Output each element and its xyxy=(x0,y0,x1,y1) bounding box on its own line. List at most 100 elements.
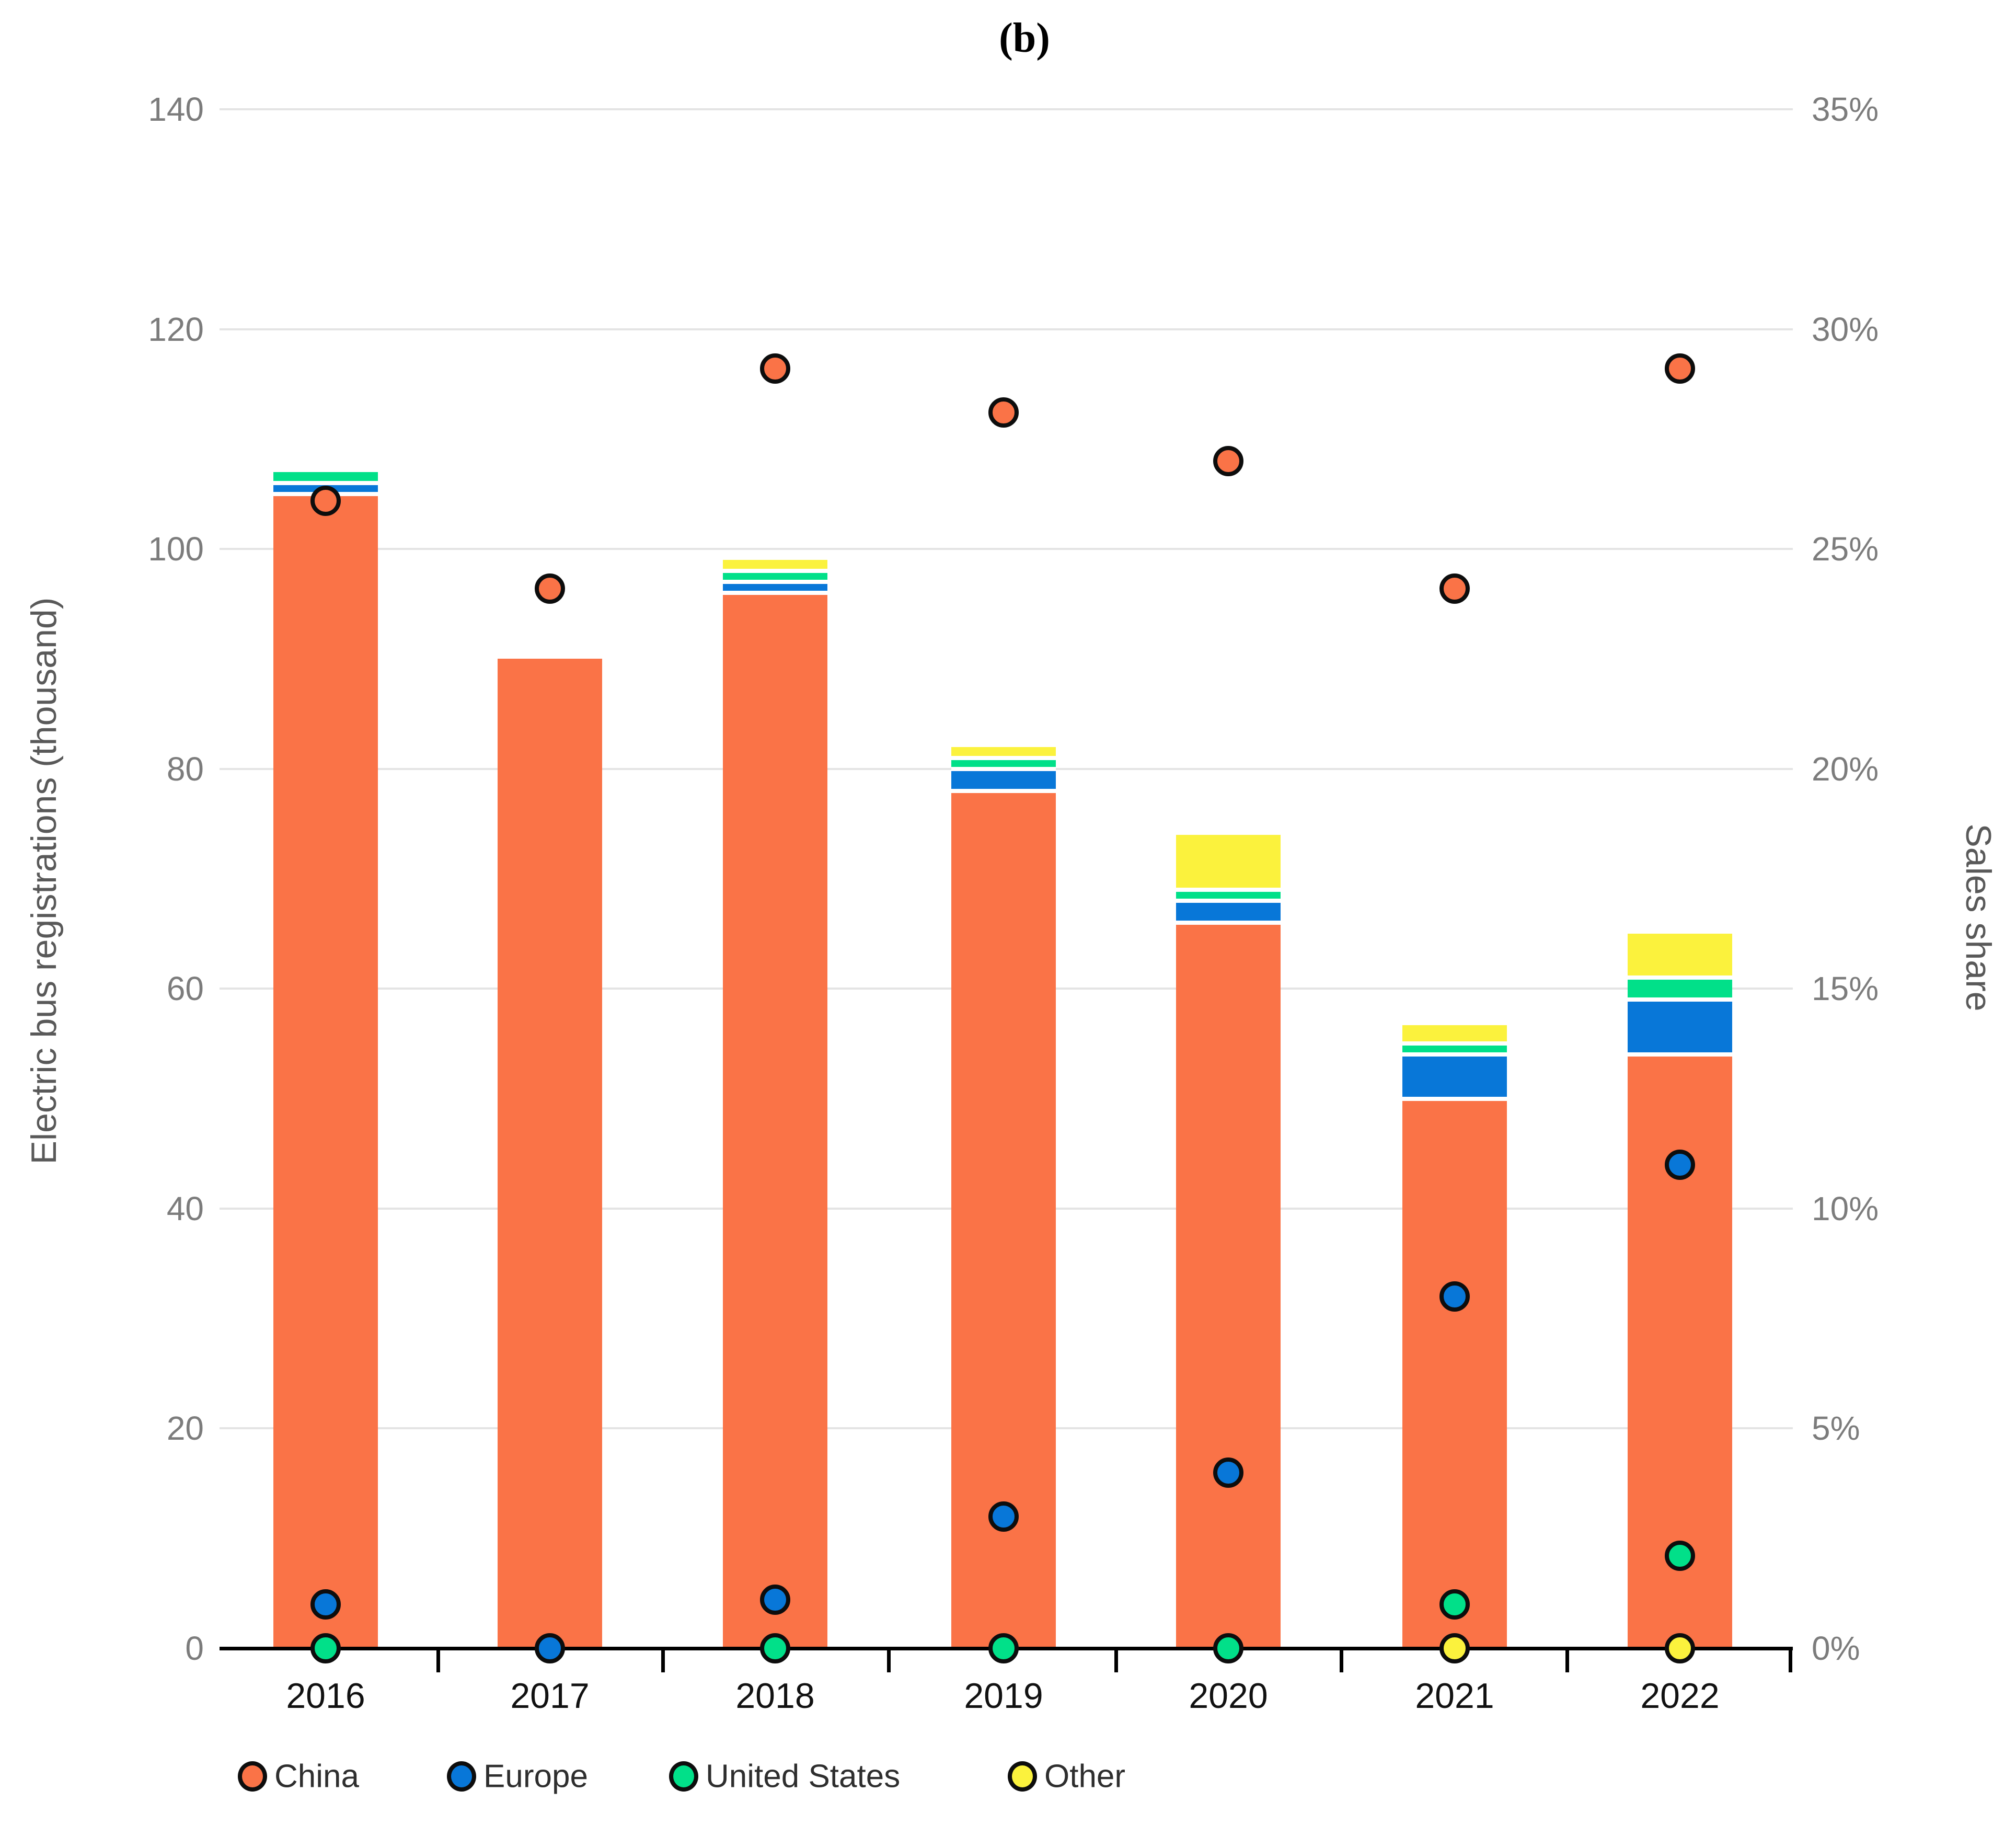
left-tick-label-120: 120 xyxy=(148,310,204,348)
x-axis-tick-2 xyxy=(887,1648,891,1672)
right-tick-label-30%: 30% xyxy=(1812,310,1879,348)
legend-label-europe: Europe xyxy=(483,1758,588,1795)
left-tick-label-20: 20 xyxy=(166,1409,204,1448)
bar-2020-other xyxy=(1176,834,1281,890)
left-tick-label-60: 60 xyxy=(166,970,204,1008)
bar-seam-2020 xyxy=(1176,899,1281,903)
dot-united-states-2022 xyxy=(1665,1541,1695,1571)
bar-seam-2018 xyxy=(723,569,827,573)
dot-china-2022 xyxy=(1665,353,1695,384)
x-tick-label-2016: 2016 xyxy=(286,1676,365,1716)
bar-2021-china xyxy=(1402,1098,1507,1648)
legend-label-china: China xyxy=(274,1758,359,1795)
left-tick-label-0: 0 xyxy=(185,1629,204,1667)
bar-seam-2022 xyxy=(1628,975,1732,980)
bar-seam-2016 xyxy=(273,480,378,485)
bar-seam-2019 xyxy=(951,788,1056,793)
dot-united-states-2018 xyxy=(760,1633,790,1663)
left-tick-label-40: 40 xyxy=(166,1189,204,1227)
bar-seam-2020 xyxy=(1176,921,1281,925)
x-tick-label-2021: 2021 xyxy=(1415,1676,1494,1716)
dot-europe-2017 xyxy=(535,1633,565,1663)
left-tick-label-80: 80 xyxy=(166,750,204,788)
dot-europe-2021 xyxy=(1439,1281,1470,1312)
right-tick-label-0%: 0% xyxy=(1812,1629,1860,1667)
dot-united-states-2019 xyxy=(988,1633,1019,1663)
x-axis-tick-6 xyxy=(1789,1648,1792,1672)
legend-swatch-europe xyxy=(447,1761,476,1792)
left-tick-label-140: 140 xyxy=(148,90,204,128)
bar-seam-2018 xyxy=(723,591,827,595)
dot-united-states-2021 xyxy=(1439,1589,1470,1620)
dot-china-2016 xyxy=(310,485,341,516)
legend-label-united-states: United States xyxy=(706,1758,901,1795)
right-tick-label-10%: 10% xyxy=(1812,1189,1879,1227)
bar-2016-china xyxy=(273,494,378,1648)
right-tick-label-20%: 20% xyxy=(1812,750,1879,788)
x-axis-tick-3 xyxy=(1114,1648,1118,1672)
bar-2022-united-states xyxy=(1628,978,1732,1000)
bar-2022-other xyxy=(1628,934,1732,978)
bar-seam-2018 xyxy=(723,580,827,584)
left-axis-title: Electric bus registrations (thousand) xyxy=(24,597,64,1165)
dot-china-2017 xyxy=(535,573,565,604)
dot-other-2022 xyxy=(1665,1633,1695,1663)
gridline-140 xyxy=(220,108,1793,110)
dot-china-2018 xyxy=(760,353,790,384)
bar-seam-2020 xyxy=(1176,888,1281,892)
chart-title: (b) xyxy=(999,15,1050,61)
left-tick-label-100: 100 xyxy=(148,530,204,568)
bar-seam-2021 xyxy=(1402,1052,1507,1057)
dot-europe-2020 xyxy=(1213,1457,1243,1488)
right-tick-label-35%: 35% xyxy=(1812,90,1879,128)
legend-swatch-other xyxy=(1008,1761,1037,1792)
dot-china-2019 xyxy=(988,397,1019,428)
right-axis-title: Sales share xyxy=(1959,823,1998,1012)
x-tick-label-2020: 2020 xyxy=(1189,1676,1268,1716)
bar-2019-europe xyxy=(951,768,1056,791)
gridline-120 xyxy=(220,328,1793,330)
bar-2020-united-states xyxy=(1176,890,1281,901)
legend-swatch-china xyxy=(238,1761,267,1792)
x-axis-tick-5 xyxy=(1565,1648,1569,1672)
x-axis-tick-1 xyxy=(661,1648,665,1672)
bar-2018-europe xyxy=(723,582,827,593)
right-tick-label-15%: 15% xyxy=(1812,970,1879,1008)
gridline-100 xyxy=(220,548,1793,550)
bar-2018-united-states xyxy=(723,571,827,582)
bar-2020-europe xyxy=(1176,901,1281,923)
bar-2021-europe xyxy=(1402,1054,1507,1099)
legend-label-other: Other xyxy=(1044,1758,1126,1795)
right-tick-label-25%: 25% xyxy=(1812,530,1879,568)
dot-other-2021 xyxy=(1439,1633,1470,1663)
bar-2019-united-states xyxy=(951,757,1056,769)
x-tick-label-2018: 2018 xyxy=(735,1676,815,1716)
dot-united-states-2016 xyxy=(310,1633,341,1663)
bar-2018-other xyxy=(723,560,827,571)
bar-2018-china xyxy=(723,593,827,1648)
x-axis-tick-4 xyxy=(1340,1648,1343,1672)
x-tick-label-2022: 2022 xyxy=(1640,1676,1720,1716)
bar-seam-2022 xyxy=(1628,997,1732,1002)
bar-2017-china xyxy=(498,659,602,1648)
x-axis-tick-0 xyxy=(436,1648,440,1672)
right-tick-label-5%: 5% xyxy=(1812,1409,1860,1448)
bar-seam-2021 xyxy=(1402,1041,1507,1046)
bar-2021-other xyxy=(1402,1025,1507,1044)
bar-seam-2022 xyxy=(1628,1052,1732,1057)
bar-seam-2021 xyxy=(1402,1096,1507,1101)
bar-2022-europe xyxy=(1628,1000,1732,1055)
dot-europe-2019 xyxy=(988,1501,1019,1532)
dot-europe-2018 xyxy=(760,1585,790,1615)
x-tick-label-2017: 2017 xyxy=(510,1676,590,1716)
x-tick-label-2019: 2019 xyxy=(964,1676,1043,1716)
bar-2020-china xyxy=(1176,923,1281,1648)
bar-seam-2019 xyxy=(951,755,1056,760)
bar-2019-other xyxy=(951,747,1056,758)
dot-china-2020 xyxy=(1213,445,1243,476)
legend-swatch-united-states xyxy=(669,1761,698,1792)
dot-europe-2016 xyxy=(310,1589,341,1620)
dot-united-states-2020 xyxy=(1213,1633,1243,1663)
bar-2016-united-states xyxy=(273,472,378,483)
